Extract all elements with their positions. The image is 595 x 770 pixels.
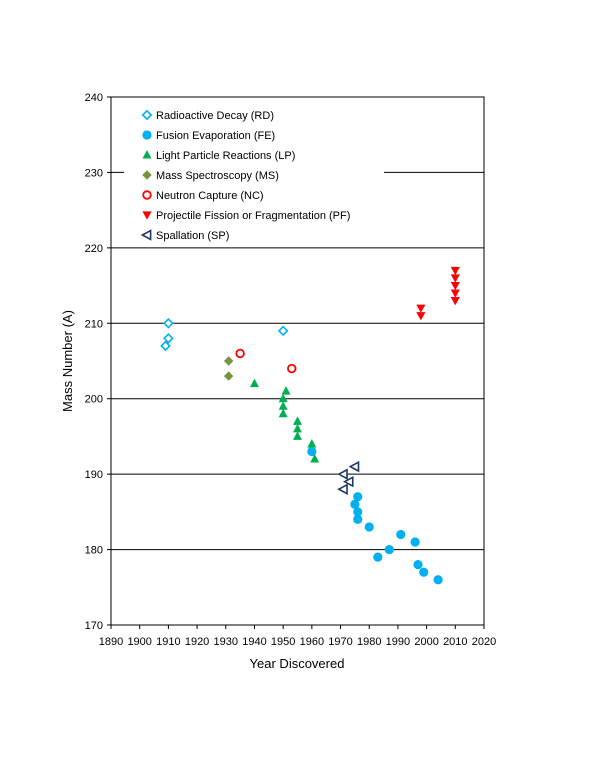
y-tick-label: 170 xyxy=(85,620,103,632)
data-point xyxy=(163,333,174,344)
data-point xyxy=(223,356,234,366)
data-point xyxy=(353,514,363,525)
data-point xyxy=(353,507,363,517)
data-point xyxy=(353,492,363,502)
data-point xyxy=(160,340,171,352)
legend-marker xyxy=(142,150,152,159)
data-point xyxy=(373,552,383,562)
x-tick-label: 1910 xyxy=(156,636,180,648)
legend-box xyxy=(124,104,384,247)
data-point xyxy=(281,386,291,395)
data-point xyxy=(293,423,302,433)
y-tick-label: 240 xyxy=(85,92,103,104)
x-tick-label: 2010 xyxy=(443,636,467,648)
series-2 xyxy=(249,378,320,463)
x-tick-label: 2020 xyxy=(472,636,496,648)
series-6 xyxy=(337,460,360,495)
x-axis-title: Year Discovered xyxy=(250,656,345,671)
x-tick-label: 1970 xyxy=(328,636,352,648)
data-point xyxy=(416,312,426,321)
data-point xyxy=(310,454,320,463)
data-point xyxy=(337,468,348,480)
series-3 xyxy=(223,356,234,381)
data-point xyxy=(293,416,302,425)
data-point xyxy=(433,575,443,585)
data-point xyxy=(384,544,394,555)
series-5 xyxy=(416,266,460,321)
data-point xyxy=(307,438,317,448)
y-tick-label: 210 xyxy=(85,318,103,330)
legend-label: Light Particle Reactions (LP) xyxy=(156,150,295,162)
data-point xyxy=(350,499,360,509)
data-point xyxy=(235,348,245,359)
legend: Radioactive Decay (RD) Fusion Evaporation… xyxy=(140,109,350,242)
legend-label: Projectile Fission or Fragmentation (PF) xyxy=(156,210,350,222)
x-tick-label: 1930 xyxy=(214,636,238,648)
data-point xyxy=(416,304,426,313)
data-point xyxy=(223,371,234,381)
axis-ticks: 170 180 190 200 210 220 230 240 1890 1900 1910 1920… xyxy=(85,92,497,648)
data-points xyxy=(160,266,460,585)
data-point xyxy=(410,537,420,547)
data-point xyxy=(450,297,460,306)
x-tick-label: 1990 xyxy=(386,636,410,648)
legend-label: Mass Spectroscopy (MS) xyxy=(156,170,279,182)
y-tick-label: 190 xyxy=(85,469,103,481)
data-point xyxy=(287,363,297,374)
data-point xyxy=(342,475,354,488)
legend-marker xyxy=(142,130,152,140)
data-point xyxy=(277,325,289,337)
x-tick-label: 1900 xyxy=(127,636,151,648)
legend-marker xyxy=(142,211,152,220)
y-tick-label: 200 xyxy=(85,394,103,406)
x-tick-label: 1980 xyxy=(357,636,381,648)
series-1 xyxy=(307,446,443,585)
plot-area xyxy=(110,96,485,626)
data-point xyxy=(450,281,460,291)
series-0 xyxy=(160,317,289,352)
x-tick-label: 1950 xyxy=(271,636,295,648)
data-point xyxy=(348,460,360,473)
data-point xyxy=(450,274,460,283)
data-point xyxy=(293,431,302,440)
y-tick-label: 180 xyxy=(85,545,103,557)
legend-label: Fusion Evaporation (FE) xyxy=(156,130,275,142)
legend-marker xyxy=(140,229,152,241)
y-axis-title: Mass Number (A) xyxy=(60,310,75,412)
data-point xyxy=(419,567,429,577)
legend-label: Spallation (SP) xyxy=(156,230,229,242)
x-tick-label: 2000 xyxy=(414,636,438,648)
x-tick-label: 1920 xyxy=(185,636,209,648)
data-point xyxy=(413,560,423,570)
data-point xyxy=(278,393,288,403)
x-tick-label: 1940 xyxy=(242,636,266,648)
legend-marker xyxy=(142,170,152,180)
data-point xyxy=(278,408,288,418)
legend-marker xyxy=(142,190,152,200)
data-point xyxy=(396,529,406,540)
data-point xyxy=(337,483,348,495)
data-point xyxy=(249,378,259,388)
data-point xyxy=(307,446,317,457)
y-tick-label: 230 xyxy=(85,167,103,179)
data-point xyxy=(450,289,460,298)
data-point xyxy=(163,317,174,329)
series-4 xyxy=(235,348,297,374)
y-tick-label: 220 xyxy=(85,243,103,255)
x-tick-label: 1960 xyxy=(300,636,324,648)
data-point xyxy=(364,522,374,532)
legend-label: Radioactive Decay (RD) xyxy=(156,110,274,122)
x-tick-label: 1890 xyxy=(99,636,123,648)
legend-label: Neutron Capture (NC) xyxy=(156,190,264,202)
data-point xyxy=(278,401,288,410)
legend-marker xyxy=(141,109,153,121)
data-point xyxy=(450,266,460,276)
